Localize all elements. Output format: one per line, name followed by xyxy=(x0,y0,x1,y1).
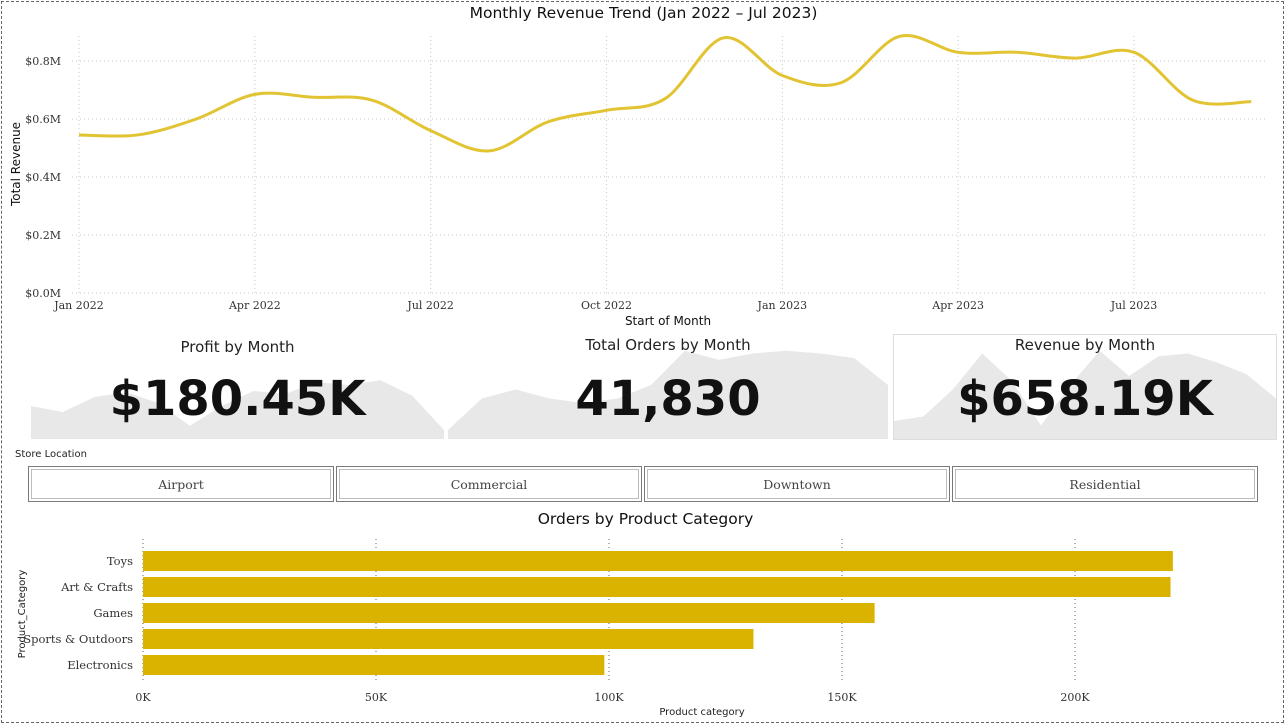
profit-card-value: $180.45K xyxy=(109,371,366,427)
slicer-option-residential[interactable]: Residential xyxy=(952,466,1258,502)
slicer-label: Store Location xyxy=(15,449,87,460)
category-label: Art & Crafts xyxy=(60,580,133,594)
bar xyxy=(143,577,1171,597)
sparkline-area xyxy=(894,350,1276,439)
bar xyxy=(143,655,605,675)
x-tick-label: 150K xyxy=(827,691,857,704)
y-axis-title: Product_Category xyxy=(17,570,28,659)
sparkline-area xyxy=(31,380,444,439)
category-label: Games xyxy=(93,606,133,620)
y-tick-label: $0.6M xyxy=(25,113,61,126)
revenue-card-title: Revenue by Month xyxy=(1014,336,1156,354)
bar xyxy=(143,551,1173,571)
slicer-option-label: Downtown xyxy=(763,476,831,492)
x-tick-label: 50K xyxy=(365,691,388,704)
revenue-series-line xyxy=(78,33,1252,153)
revenue-sparkline xyxy=(894,350,1276,439)
line-chart-title: Monthly Revenue Trend (Jan 2022 – Jul 20… xyxy=(469,4,818,22)
slicer-option-label: Residential xyxy=(1069,476,1141,492)
bar xyxy=(143,629,754,649)
profit-card[interactable]: Profit by Month $180.45K xyxy=(31,333,444,439)
orders-card-value: 41,830 xyxy=(575,371,761,427)
revenue-card-value: $658.19K xyxy=(957,371,1213,427)
bar-chart-title: Orders by Product Category xyxy=(537,510,754,528)
x-tick-label: 100K xyxy=(594,691,624,704)
y-tick-label: $0.8M xyxy=(25,55,61,68)
x-axis-title: Start of Month xyxy=(625,314,711,328)
sparkline-area xyxy=(448,350,888,439)
category-label: Toys xyxy=(107,554,133,568)
category-label: Electronics xyxy=(67,658,133,672)
x-tick-label: 0K xyxy=(135,691,151,704)
slicer-option-airport[interactable]: Airport xyxy=(28,466,334,502)
y-tick-label: $0.4M xyxy=(25,171,61,184)
x-axis-title: Product category xyxy=(659,707,744,718)
x-tick-label: Jul 2022 xyxy=(406,299,454,312)
y-tick-label: $0.0M xyxy=(25,287,61,300)
bar xyxy=(143,603,875,623)
slicer-option-label: Commercial xyxy=(450,476,528,492)
orders-bar-chart[interactable]: 0K 50K 100K 150K 200K Toys Art & Crafts Games Sp… xyxy=(0,530,1287,722)
orders-card-title: Total Orders by Month xyxy=(585,336,751,354)
profit-sparkline xyxy=(31,380,444,439)
x-tick-label: Oct 2022 xyxy=(581,299,632,312)
revenue-card[interactable]: Revenue by Month $658.19K xyxy=(893,334,1277,440)
x-tick-label: Apr 2022 xyxy=(228,299,281,312)
slicer-option-commercial[interactable]: Commercial xyxy=(336,466,642,502)
x-tick-label: Jan 2023 xyxy=(757,299,808,312)
orders-card[interactable]: Total Orders by Month 41,830 xyxy=(448,333,888,439)
category-label: Sports & Outdoors xyxy=(23,632,133,646)
x-tick-label: Apr 2023 xyxy=(931,299,984,312)
x-tick-label: Jul 2023 xyxy=(1110,299,1158,312)
orders-sparkline xyxy=(448,350,888,439)
slicer-option-downtown[interactable]: Downtown xyxy=(644,466,950,502)
y-tick-label: $0.2M xyxy=(25,229,61,242)
x-tick-label: Jan 2022 xyxy=(53,299,104,312)
profit-card-title: Profit by Month xyxy=(180,338,295,356)
slicer-option-label: Airport xyxy=(158,476,204,492)
y-axis-title: Total Revenue xyxy=(9,122,23,207)
revenue-line-chart[interactable]: $0.0M $0.2M $0.4M $0.6M $0.8M Jan 2022 Apr 202… xyxy=(0,0,1287,332)
x-tick-label: 200K xyxy=(1060,691,1090,704)
